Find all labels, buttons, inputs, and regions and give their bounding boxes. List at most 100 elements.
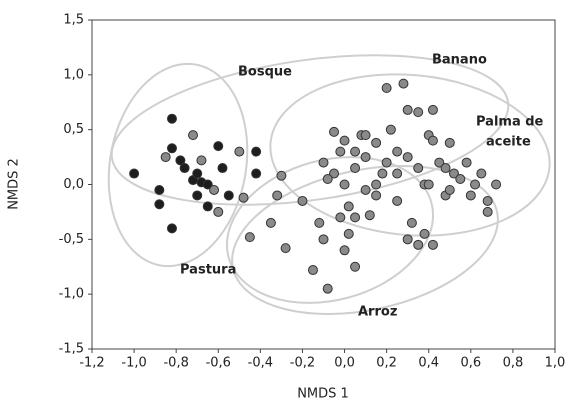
annotation: Bosque xyxy=(238,65,292,80)
point xyxy=(392,195,403,206)
point xyxy=(322,174,333,185)
ellipse xyxy=(225,156,435,304)
y-tick-label: -1,5 xyxy=(59,342,84,357)
plot-frame xyxy=(91,19,556,350)
point xyxy=(339,179,350,190)
point xyxy=(318,157,329,168)
point xyxy=(371,137,382,148)
x-tick-label: -0,4 xyxy=(248,356,273,371)
point xyxy=(491,179,502,190)
y-tick-label: -0,5 xyxy=(59,232,84,247)
annotation: Palma de xyxy=(476,115,544,130)
point xyxy=(166,143,177,154)
point xyxy=(371,179,382,190)
x-tick-label: -0,8 xyxy=(163,356,188,371)
x-tick-label: 0,2 xyxy=(376,356,397,371)
point xyxy=(318,234,329,245)
point xyxy=(413,163,424,174)
x-tick-label: -1,0 xyxy=(121,356,146,371)
point xyxy=(329,126,340,137)
point xyxy=(476,168,487,179)
x-tick-label: -0,6 xyxy=(206,356,231,371)
point xyxy=(402,234,413,245)
point xyxy=(360,184,371,195)
point xyxy=(265,217,276,228)
point xyxy=(196,155,207,166)
point xyxy=(465,190,476,201)
point xyxy=(280,243,291,254)
point xyxy=(322,283,333,294)
point xyxy=(335,146,346,157)
y-tick-label: 1,0 xyxy=(63,67,84,82)
ellipse xyxy=(110,54,510,206)
ellipse xyxy=(231,164,499,316)
annotation: Pastura xyxy=(180,263,236,278)
x-tick-label: 0,4 xyxy=(418,356,439,371)
point xyxy=(350,163,361,174)
point xyxy=(238,192,249,203)
point xyxy=(448,168,459,179)
point xyxy=(314,217,325,228)
point xyxy=(444,137,455,148)
point xyxy=(434,157,445,168)
point xyxy=(364,210,375,221)
point xyxy=(402,152,413,163)
point xyxy=(234,146,245,157)
point xyxy=(444,184,455,195)
annotation: Banano xyxy=(432,53,487,68)
point xyxy=(385,124,396,135)
point xyxy=(160,152,171,163)
annotation: Arroz xyxy=(358,305,397,320)
annotation: aceite xyxy=(486,135,531,150)
point xyxy=(154,199,165,210)
point xyxy=(202,201,213,212)
point xyxy=(427,104,438,115)
point xyxy=(371,190,382,201)
point xyxy=(335,212,346,223)
point xyxy=(166,223,177,234)
point xyxy=(188,130,199,141)
ellipse xyxy=(269,73,551,237)
x-tick-label: 1,0 xyxy=(545,356,566,371)
point xyxy=(272,190,283,201)
point xyxy=(470,179,481,190)
point xyxy=(307,265,318,276)
ellipse xyxy=(107,62,249,268)
y-tick-label: 1,5 xyxy=(63,13,84,28)
point xyxy=(154,184,165,195)
point xyxy=(192,190,203,201)
point xyxy=(427,135,438,146)
point xyxy=(209,184,220,195)
point xyxy=(339,245,350,256)
y-tick-label: 0,0 xyxy=(63,177,84,192)
point xyxy=(350,146,361,157)
point xyxy=(455,174,466,185)
point xyxy=(276,170,287,181)
point xyxy=(402,104,413,115)
x-tick-label: -0,2 xyxy=(290,356,315,371)
point xyxy=(217,163,228,174)
point xyxy=(244,232,255,243)
point xyxy=(251,168,262,179)
point xyxy=(223,190,234,201)
point xyxy=(423,179,434,190)
point xyxy=(339,135,350,146)
point xyxy=(192,168,203,179)
point xyxy=(381,82,392,93)
point xyxy=(482,195,493,206)
point xyxy=(350,261,361,272)
point xyxy=(413,239,424,250)
y-axis-label: NMDS 2 xyxy=(7,158,22,210)
point xyxy=(413,107,424,118)
x-tick-label: 0,6 xyxy=(460,356,481,371)
point xyxy=(297,195,308,206)
point xyxy=(482,206,493,217)
point xyxy=(213,206,224,217)
point xyxy=(381,157,392,168)
point xyxy=(343,201,354,212)
point xyxy=(461,157,472,168)
point xyxy=(202,179,213,190)
point xyxy=(427,239,438,250)
x-tick-label: -1,2 xyxy=(79,356,104,371)
